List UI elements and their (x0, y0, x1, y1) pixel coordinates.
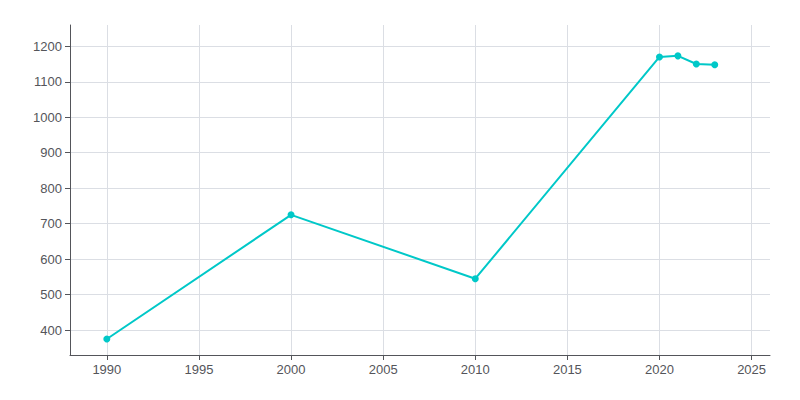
svg-text:2005: 2005 (369, 362, 398, 377)
svg-text:2010: 2010 (461, 362, 490, 377)
svg-text:500: 500 (40, 287, 62, 302)
svg-text:2025: 2025 (737, 362, 766, 377)
svg-text:1000: 1000 (33, 110, 62, 125)
svg-text:1200: 1200 (33, 39, 62, 54)
svg-text:1995: 1995 (184, 362, 213, 377)
svg-text:800: 800 (40, 181, 62, 196)
svg-text:2020: 2020 (645, 362, 674, 377)
svg-text:1100: 1100 (34, 74, 62, 89)
svg-text:700: 700 (40, 216, 62, 231)
svg-text:900: 900 (40, 145, 62, 160)
svg-text:2015: 2015 (553, 362, 582, 377)
svg-text:400: 400 (40, 323, 62, 338)
svg-text:1990: 1990 (92, 362, 121, 377)
svg-text:600: 600 (40, 252, 62, 267)
svg-text:2000: 2000 (277, 362, 306, 377)
